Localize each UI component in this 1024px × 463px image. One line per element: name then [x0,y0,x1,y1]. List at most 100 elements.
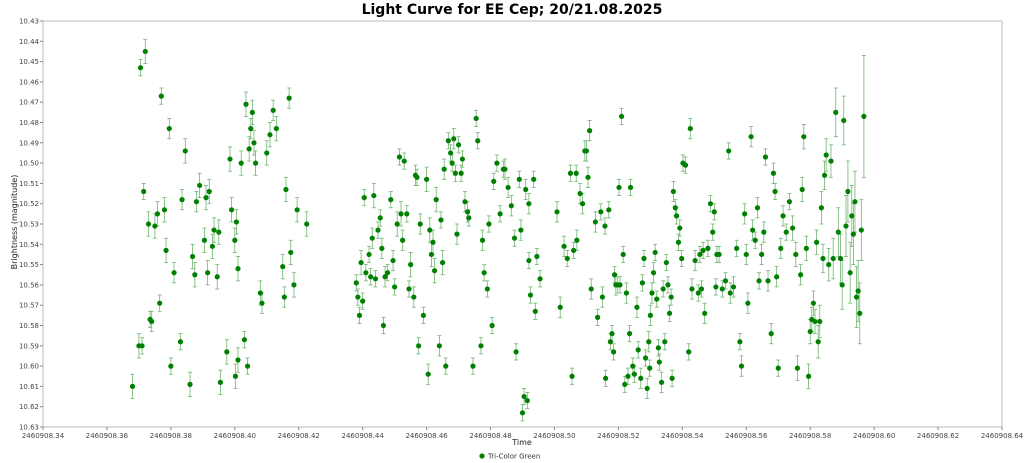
data-point [616,184,622,191]
data-point [790,225,796,231]
data-point [847,270,853,276]
data-point [639,280,645,286]
data-point [390,257,396,264]
data-point [823,152,829,158]
data-point [232,373,239,379]
data-point [719,286,725,292]
data-point [257,290,263,296]
data-point [375,227,381,233]
data-point [647,312,653,318]
y-tick-label: 10.52 [19,200,39,208]
data-point [246,146,252,152]
data-point [353,280,359,286]
data-point [742,211,748,217]
y-tick-label: 10.44 [19,38,40,46]
data-point [235,266,241,272]
data-point [587,128,593,134]
y-tick-label: 10.45 [19,58,39,66]
data-point [700,247,706,253]
data-point [163,247,169,253]
data-point [798,272,804,278]
data-point [425,371,431,377]
data-point [843,223,849,229]
data-point [761,229,767,235]
data-point [592,219,598,225]
data-point [154,211,161,217]
data-point [727,290,733,296]
y-tick-label: 10.55 [19,261,39,269]
data-point [224,349,230,355]
y-tick-label: 10.51 [19,180,39,188]
data-point [273,125,279,132]
data-point [658,379,665,385]
data-point [166,125,172,132]
data-point [666,310,673,316]
data-point [280,264,286,270]
data-point [623,290,629,296]
data-point [756,278,762,284]
data-point [190,253,196,260]
data-point [526,257,532,264]
data-point [561,243,567,249]
data-point [841,117,847,124]
data-point [531,176,537,182]
data-point [385,270,391,276]
data-point [585,174,591,180]
data-point [458,170,464,176]
data-point [433,197,439,203]
data-point [620,251,626,258]
data-point [793,251,799,258]
data-point [554,209,560,215]
data-point [583,148,590,154]
data-point [815,339,821,345]
data-point [491,178,497,184]
data-point [803,245,809,251]
data-point [646,339,652,345]
data-point [573,170,579,176]
data-point [650,270,657,276]
data-point [459,156,466,162]
data-point [828,158,834,164]
data-point [602,223,608,229]
y-tick-label: 10.53 [19,221,39,229]
data-point [855,288,861,294]
y-tick-label: 10.54 [19,241,40,249]
y-tick-label: 10.47 [19,99,39,107]
data-point [833,109,839,115]
data-point [625,373,631,379]
data-point [502,166,508,172]
data-point [726,148,732,154]
data-point [817,318,823,325]
data-point [291,282,297,288]
data-point [129,383,136,389]
data-point [738,363,745,369]
data-point [400,237,406,243]
data-point [286,95,292,101]
data-point [428,251,434,258]
data-point [837,255,844,262]
data-point [778,245,784,251]
data-point [627,184,634,191]
y-tick-label: 10.58 [19,322,39,330]
data-point [211,227,217,233]
data-point [668,294,674,300]
data-point [145,221,152,227]
data-point [830,255,836,262]
data-point [452,170,458,176]
data-point [642,355,649,361]
data-point [521,393,527,400]
data-point [652,249,658,256]
data-point [252,160,259,166]
data-point [193,199,200,205]
data-point [750,227,756,233]
data-point [366,251,372,258]
data-point [759,251,765,258]
data-point [516,176,522,182]
data-point [611,272,618,278]
data-point [810,300,816,306]
data-point [687,125,693,132]
data-point [526,201,532,207]
data-point [716,251,722,258]
data-point [820,255,826,262]
data-point [564,255,570,262]
